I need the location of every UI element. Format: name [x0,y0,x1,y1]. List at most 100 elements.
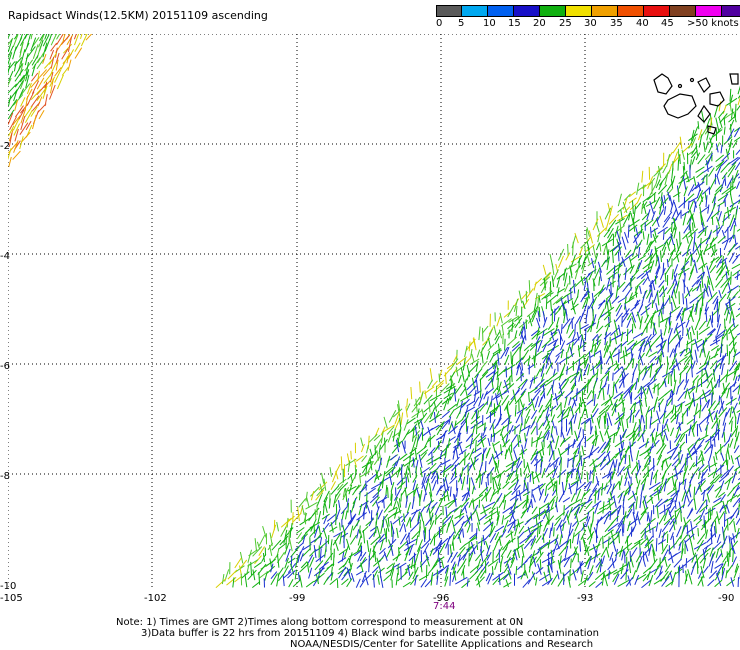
wind-barb [687,443,694,450]
wind-barb [517,435,520,448]
wind-barb [518,326,524,336]
wind-barb [530,329,540,337]
wind-barb [480,507,492,515]
wind-barb [644,535,654,547]
wind-barb [671,269,674,280]
wind-barb [694,338,699,352]
wind-barb [638,365,647,376]
wind-barb [566,366,568,375]
wind-barb [480,554,490,567]
wind-barb [524,432,527,442]
wind-barb [661,543,669,555]
wind-barb [611,557,615,569]
wind-barb [624,467,630,480]
wind-barb [24,110,33,123]
wind-barb [536,415,541,424]
wind-barb [642,261,653,270]
wind-barb [608,316,610,328]
wind-barb [270,563,274,573]
wind-barb [511,510,515,519]
wind-barb [14,74,25,88]
wind-barb [359,471,371,478]
wind-barb [314,532,323,543]
wind-barb [490,395,493,408]
wind-barb [572,438,576,449]
wind-barb [649,280,652,294]
wind-barb [695,152,701,161]
wind-barb [429,407,436,420]
wind-barb [537,328,548,336]
wind-barb [424,527,427,540]
wind-barb [538,482,546,491]
wind-barb [627,492,637,501]
wind-barb [664,497,673,503]
wind-barb [737,374,740,377]
wind-barb [456,356,467,366]
wind-barb [343,568,350,577]
wind-barb [666,362,669,375]
wind-barb [726,288,733,300]
wind-barb [455,448,459,459]
wind-barb [698,372,706,381]
wind-barb [318,539,330,550]
wind-barb [686,340,689,353]
wind-barb [486,401,492,415]
wind-barb [581,445,585,456]
wind-barb [691,129,695,141]
wind-barb [431,501,438,509]
wind-barb [671,571,677,586]
wind-barb [653,399,658,413]
wind-barb [569,503,580,513]
wind-barb [722,500,727,515]
wind-barb [623,387,632,399]
wind-barb [706,265,711,279]
wind-barb [658,279,665,288]
wind-barb [337,483,344,491]
wind-barb [60,55,69,70]
wind-barb [685,319,690,328]
lon-label-m93: -93 [577,593,594,604]
wind-barb [622,198,628,210]
wind-barb [655,264,661,275]
wind-barb [466,524,471,533]
wind-barb [670,364,675,377]
wind-barb [546,347,555,360]
wind-barb [318,525,322,538]
wind-barb [621,256,626,267]
wind-barb [547,440,554,449]
wind-barb [585,314,587,324]
wind-barb [649,443,654,454]
wind-barb [549,331,558,340]
wind-barb [468,552,470,567]
wind-barb [662,285,665,298]
wind-barb [18,109,25,120]
wind-barb [690,561,697,575]
wind-barb [506,549,512,559]
wind-barb [408,571,414,580]
wind-barb [513,449,518,461]
wind-barb [732,318,735,328]
wind-barb [20,102,29,114]
wind-barb [505,556,511,568]
wind-barb [552,342,557,351]
wind-barb [674,211,682,221]
wind-barb [523,479,529,492]
wind-barb [573,334,582,346]
wind-barb [656,443,665,455]
wind-barb [215,578,227,588]
wind-barb [583,354,586,366]
wind-barb [431,380,438,388]
wind-barb [601,259,607,268]
wind-barb [383,416,388,429]
wind-barb [573,447,579,455]
wind-barb [667,249,675,263]
wind-barb [366,540,370,552]
wind-barb [392,496,398,510]
wind-barb [684,273,686,282]
wind-barb [635,561,640,573]
wind-barb [710,256,720,263]
wind-barb [573,279,576,294]
wind-barb [671,167,674,179]
wind-barb [587,246,591,256]
wind-barb [629,450,633,462]
